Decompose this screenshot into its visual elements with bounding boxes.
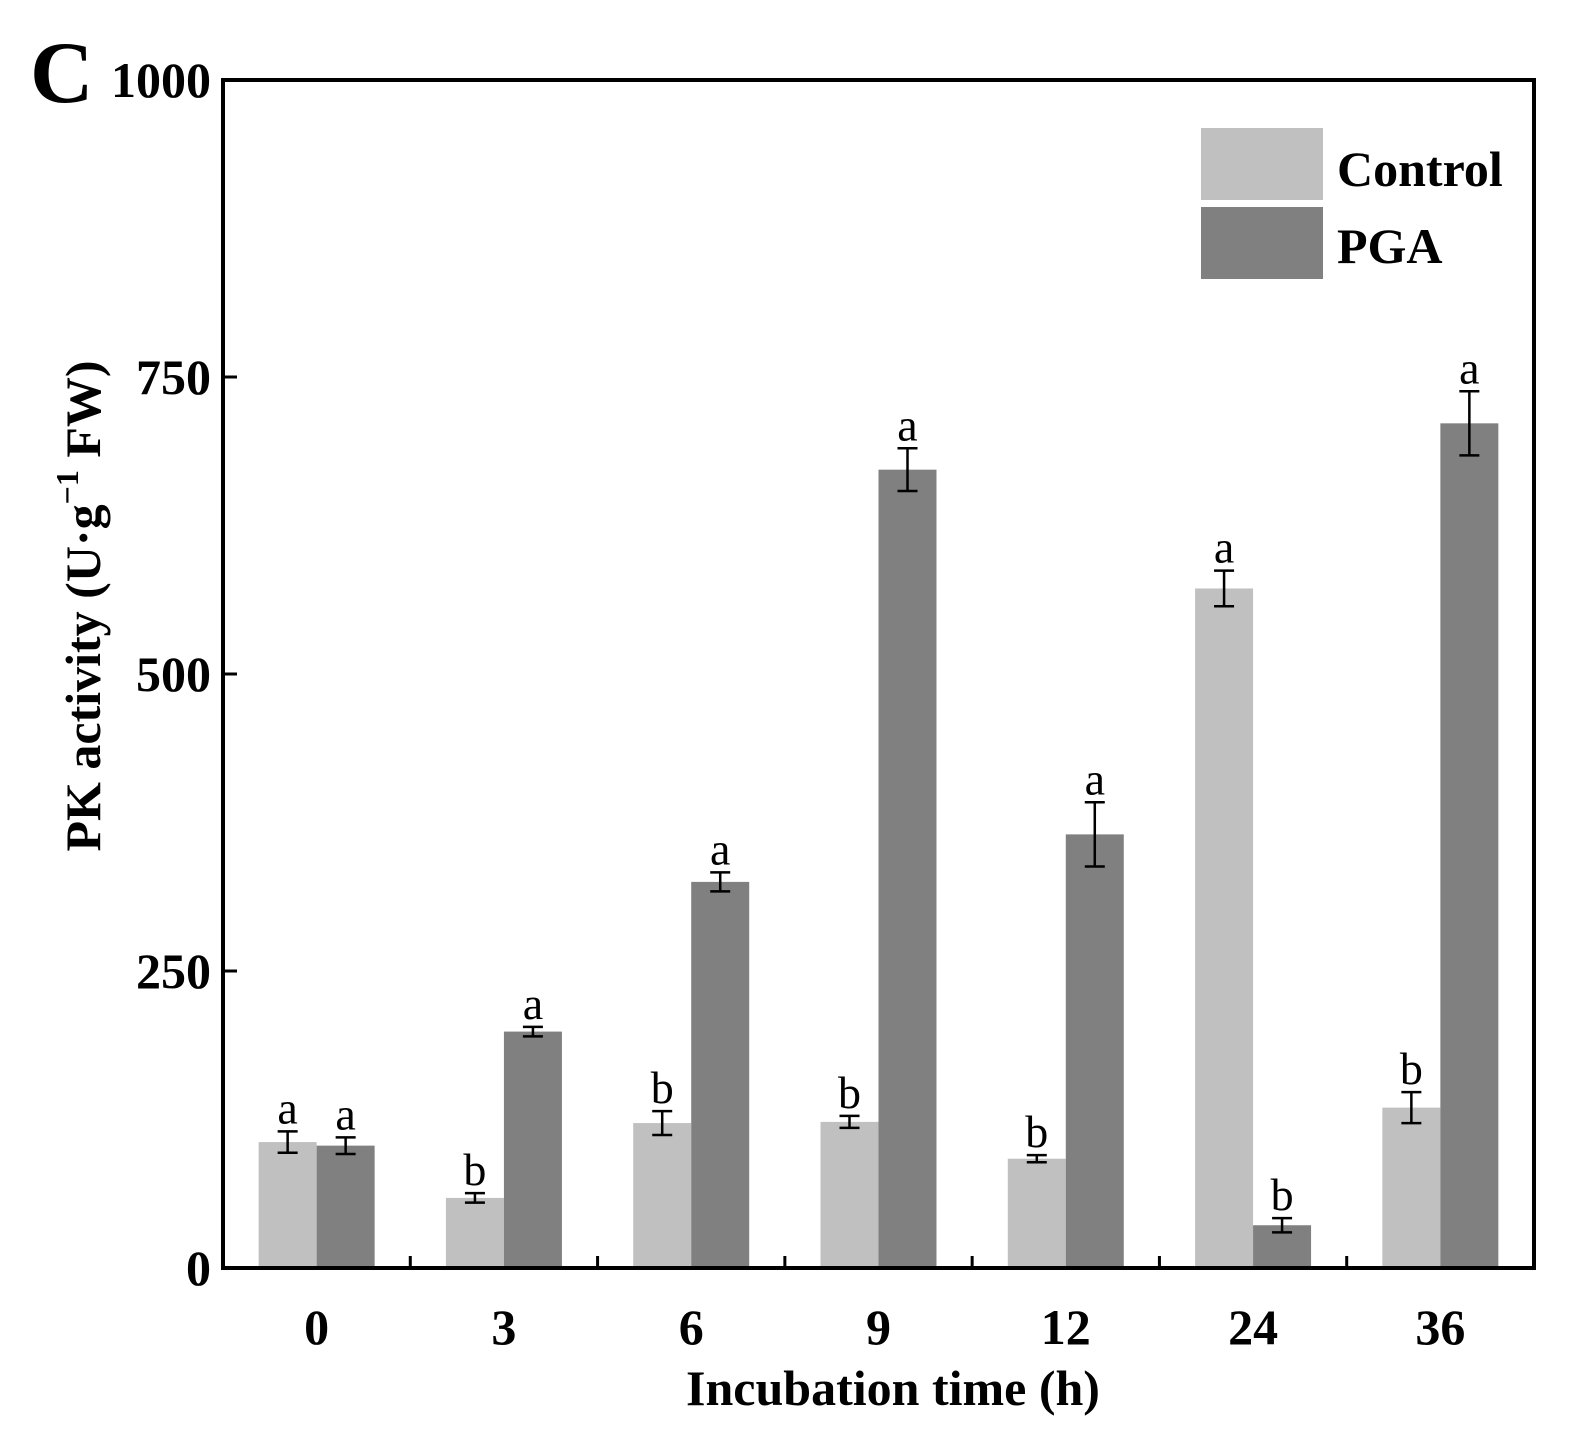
legend: Control PGA <box>1201 128 1503 279</box>
error-bar-pga-9 <box>897 447 918 493</box>
error-bar-control-12 <box>1026 1153 1047 1164</box>
sig-letter-control-3: b <box>463 1144 486 1195</box>
x-tick-label-36: 36 <box>1415 1299 1465 1355</box>
y-tick-label-1000: 1000 <box>111 52 211 108</box>
bar-control-12 <box>1007 1158 1066 1268</box>
error-bar-control-6 <box>652 1109 673 1137</box>
bar-pga-0 <box>316 1145 375 1268</box>
error-bars-layer <box>277 390 1480 1234</box>
x-tick-label-24: 24 <box>1228 1299 1278 1355</box>
y-tick-label-500: 500 <box>136 646 211 702</box>
bar-pga-6 <box>691 881 750 1268</box>
y-tick-label-250: 250 <box>136 943 211 999</box>
legend-swatch-pga <box>1201 207 1323 279</box>
x-axis: 0 3 6 9 12 24 36 <box>304 1256 1465 1355</box>
sig-letter-pga-24: b <box>1271 1169 1294 1220</box>
error-bar-pga-0 <box>335 1136 356 1156</box>
y-axis-label-superscript: −1 <box>49 470 85 504</box>
x-tick-label-12: 12 <box>1041 1299 1091 1355</box>
sig-letter-pga-12: a <box>1085 753 1105 804</box>
error-bar-pga-6 <box>710 871 731 893</box>
error-bar-pga-24 <box>1272 1216 1293 1234</box>
error-bar-pga-3 <box>522 1025 543 1038</box>
bar-control-24 <box>1195 588 1254 1268</box>
x-tick-label-9: 9 <box>866 1299 891 1355</box>
sig-letter-control-0: a <box>277 1082 297 1133</box>
bar-pga-12 <box>1065 834 1124 1268</box>
error-bar-pga-36 <box>1459 390 1480 457</box>
error-bar-control-0 <box>277 1130 298 1155</box>
sig-letter-control-12: b <box>1025 1106 1048 1157</box>
bar-control-3 <box>445 1197 504 1268</box>
bar-control-6 <box>633 1123 692 1268</box>
bar-pga-3 <box>503 1031 562 1268</box>
bar-control-0 <box>258 1142 317 1268</box>
y-tick-label-0: 0 <box>186 1240 211 1296</box>
sig-letter-pga-6: a <box>710 823 730 874</box>
error-bar-control-9 <box>839 1114 860 1130</box>
sig-letter-pga-0: a <box>335 1088 355 1139</box>
sig-letter-control-24: a <box>1214 522 1234 573</box>
y-axis: 0 250 500 750 1000 <box>111 52 237 1296</box>
y-axis-label-tail: FW) <box>55 360 111 470</box>
sig-letter-control-6: b <box>651 1062 674 1113</box>
sig-letter-pga-9: a <box>897 399 917 450</box>
sig-letter-pga-3: a <box>523 978 543 1029</box>
legend-label-control: Control <box>1337 141 1503 197</box>
y-tick-label-750: 750 <box>136 349 211 405</box>
legend-swatch-control <box>1201 128 1323 200</box>
y-axis-label: PK activity (U·g−1 FW) <box>49 360 111 851</box>
sig-letter-control-9: b <box>838 1067 861 1118</box>
y-axis-label-main: PK activity (U·g <box>55 504 111 851</box>
legend-label-pga: PGA <box>1337 218 1443 274</box>
x-tick-label-6: 6 <box>679 1299 704 1355</box>
x-tick-label-0: 0 <box>304 1299 329 1355</box>
bar-control-9 <box>820 1121 879 1268</box>
bar-pga-9 <box>878 469 937 1268</box>
sig-letter-pga-36: a <box>1459 342 1479 393</box>
sig-letter-control-36: b <box>1400 1043 1423 1094</box>
error-bar-pga-12 <box>1084 801 1105 868</box>
x-tick-label-3: 3 <box>491 1299 516 1355</box>
error-bar-control-24 <box>1214 569 1235 608</box>
error-bar-control-36 <box>1401 1090 1422 1125</box>
bar-control-36 <box>1382 1107 1441 1268</box>
x-axis-label: Incubation time (h) <box>686 1360 1100 1416</box>
error-bar-control-3 <box>464 1191 485 1204</box>
bars-layer <box>258 423 1499 1268</box>
bar-pga-36 <box>1440 423 1499 1268</box>
panel-label: C <box>30 25 94 122</box>
